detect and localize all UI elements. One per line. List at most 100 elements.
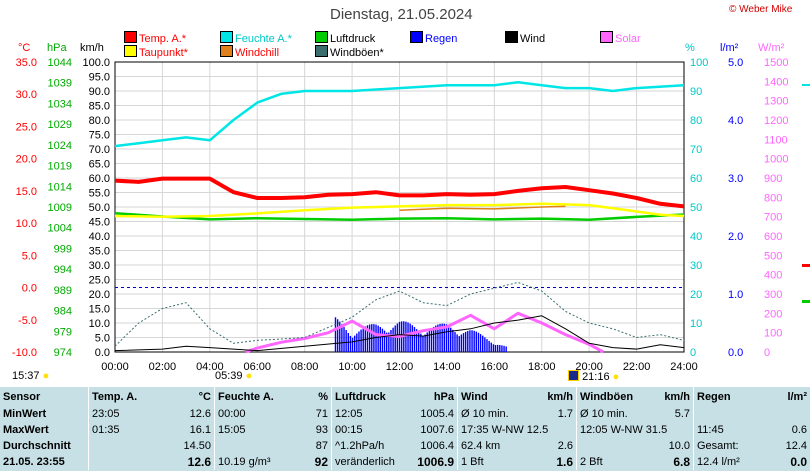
solar-tick-label: 600 [764, 231, 782, 243]
legend-item-hum: Feuchte A.* [220, 31, 292, 45]
table-row: MaxWert 01:35 16.1 15:05 93 00:15 1007.6… [0, 422, 810, 438]
table-cell: 12.6 [187, 455, 211, 469]
x-tick-label: 02:00 [149, 361, 177, 373]
solar-tick-label: 0 [764, 347, 770, 359]
table-cell: 23:05 [88, 406, 163, 422]
legend-swatch [600, 31, 613, 43]
hpa-tick-label: 1029 [48, 119, 72, 131]
kmh-tick-label: 0.0 [95, 347, 110, 359]
x-tick-label: 06:00 [243, 361, 271, 373]
solar-tick-label: 200 [764, 308, 782, 320]
solar-tick-label: 1500 [764, 57, 788, 69]
kmh-tick-label: 100.0 [82, 57, 110, 69]
kmh-tick-label: 10.0 [89, 318, 110, 330]
hpa-tick-label: 1044 [48, 57, 72, 69]
kmh-tick-label: 20.0 [89, 289, 110, 301]
sun-icon: ● [612, 371, 620, 383]
kmh-tick-label: 65.0 [89, 159, 110, 171]
table-cell: Gesamt: [693, 438, 756, 454]
table-cell: 14.50 [183, 440, 211, 452]
hpa-tick-label: 1034 [48, 98, 72, 110]
rain-tick-label: 3.0 [728, 173, 743, 185]
pct-tick-label: 90 [690, 86, 702, 98]
kmh-axis-title: km/h [80, 42, 104, 54]
pct-tick-label: 0 [690, 347, 696, 359]
sunrise-time: 05:39 ● [215, 370, 253, 382]
moon-time: 15:37 ● [12, 370, 50, 382]
kmh-tick-label: 70.0 [89, 144, 110, 156]
table-cell: 1.6 [556, 455, 573, 469]
table-cell: Ø 10 min. [457, 406, 536, 422]
pct-tick-label: 80 [690, 115, 702, 127]
solar-tick-label: 500 [764, 250, 782, 262]
table-header: km/h [664, 390, 690, 403]
temp-current-marker [802, 264, 810, 267]
table-cell: 6.8 [673, 455, 690, 469]
press-current-marker [802, 300, 810, 303]
table-cell: 2.6 [557, 440, 573, 452]
pct-tick-label: 70 [690, 144, 702, 156]
hpa-tick-label: 999 [54, 243, 72, 255]
table-cell: 92 [314, 455, 328, 469]
x-tick-label: 16:00 [481, 361, 509, 373]
table-header: hPa [433, 390, 454, 403]
series-windben-line [114, 281, 685, 347]
table-header: Luftdruck [331, 387, 408, 406]
legend-label: Luftdruck [330, 33, 376, 45]
pct-tick-label: 100 [690, 57, 708, 69]
legend-item-rain: Regen [410, 31, 457, 45]
temp-tick-label: 30.0 [16, 89, 37, 101]
sunset-icon [568, 370, 579, 381]
table-cell: MaxWert [3, 424, 49, 436]
table-cell: 0.0 [790, 455, 807, 469]
pct-axis-title: % [685, 42, 695, 54]
rain-tick-label: 5.0 [728, 57, 743, 69]
table-header-row: Sensor Temp. A. °C Feuchte A. % Luftdruc… [0, 387, 810, 406]
solar-tick-label: 100 [764, 328, 782, 340]
table-cell: 12.6 [189, 408, 211, 420]
legend-item-dew: Taupunkt* [124, 45, 188, 59]
hpa-tick-label: 979 [54, 326, 72, 338]
solar-tick-label: 1100 [764, 134, 788, 146]
table-cell: 21.05. 23:55 [3, 456, 65, 468]
pct-tick-label: 50 [690, 202, 702, 214]
x-tick-label: 00:00 [101, 361, 129, 373]
table-header: Wind [457, 387, 536, 406]
table-cell: 1005.4 [420, 408, 454, 420]
hpa-tick-label: 1014 [48, 181, 72, 193]
temp-tick-label: 20.0 [16, 154, 37, 166]
solar-tick-label: 1300 [764, 96, 788, 108]
table-header: km/h [547, 390, 573, 403]
table-cell: 62.4 km [457, 438, 536, 454]
kmh-tick-label: 15.0 [89, 304, 110, 316]
temp-tick-label: 10.0 [16, 218, 37, 230]
table-cell: ^1.2hPa/h [331, 438, 408, 454]
kmh-tick-label: 30.0 [89, 260, 110, 272]
x-tick-label: 24:00 [670, 361, 698, 373]
legend-item-press: Luftdruck [315, 31, 375, 45]
hpa-tick-label: 1039 [48, 78, 72, 90]
legend-label: Windböen* [330, 47, 384, 59]
rain-tick-label: 1.0 [728, 289, 743, 301]
hpa-tick-label: 1004 [48, 223, 72, 235]
legend-label: Taupunkt* [139, 47, 188, 59]
series-feuchtea-line [114, 81, 685, 148]
solar-tick-label: 300 [764, 289, 782, 301]
table-cell [693, 406, 756, 422]
series-wind-line [114, 315, 685, 352]
temp-tick-label: 5.0 [22, 250, 37, 262]
temp-tick-label: -5.0 [18, 315, 37, 327]
legend-item-gust: Windböen* [315, 45, 384, 59]
weather-chart: 35.0 30.0 25.0 20.0 15.0 10.0 5.0 0.0 -5.0 -10.0 1… [12, 42, 810, 373]
x-tick-label: 22:00 [623, 361, 651, 373]
solar-tick-label: 800 [764, 192, 782, 204]
legend-label: Solar [615, 33, 641, 45]
temp-tick-label: -10.0 [12, 347, 37, 359]
temp-axis-title: °C [18, 42, 30, 54]
pct-tick-label: 20 [690, 289, 702, 301]
temp-tick-label: 25.0 [16, 121, 37, 133]
table-cell: veränderlich [331, 454, 408, 470]
table-cell: 1006.4 [420, 440, 454, 452]
copyright-text: © Weber Mike [729, 4, 793, 15]
hpa-tick-label: 1024 [48, 140, 72, 152]
